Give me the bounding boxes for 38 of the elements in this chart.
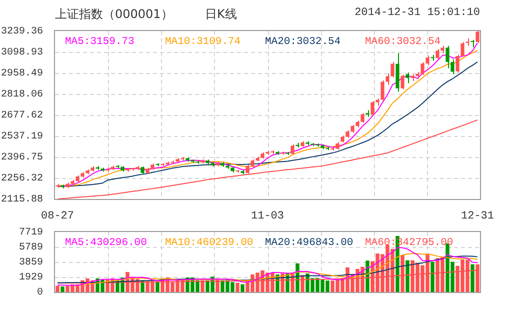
- text: MA5:3159.73: [65, 36, 134, 48]
- y-tick-label: 3098.93: [0, 48, 43, 59]
- y-tick-label: 0: [36, 288, 43, 299]
- y-tick-label: 2958.49: [0, 68, 43, 80]
- bar: [240, 284, 244, 292]
- bar: [156, 281, 160, 292]
- bar: [470, 264, 474, 292]
- y-tick-label: 3239.36: [0, 26, 43, 38]
- chart-subtitle: 日K线: [205, 6, 237, 23]
- candlestick: [210, 161, 214, 168]
- text: MA10:460239.00: [165, 236, 254, 249]
- chart-title: 上证指数（000001）: [55, 6, 173, 23]
- x-tick-label: 12-31: [460, 210, 494, 223]
- y-tick-label: 2677.62: [0, 110, 43, 122]
- text: MA20:496843.00: [265, 236, 354, 249]
- y-tick-label: 2396.75: [0, 152, 43, 164]
- candlestick: [240, 170, 244, 175]
- y-tick-label: 2115.88: [0, 194, 43, 206]
- y-tick-label: 1929: [18, 272, 43, 284]
- text: MA5:430296.00: [65, 236, 147, 249]
- bar: [406, 260, 410, 292]
- text: 2014-12-31 15:01:10: [354, 7, 480, 19]
- y-tick-label: 2818.06: [0, 90, 43, 101]
- text: MA10:3109.74: [165, 36, 241, 48]
- bar: [430, 262, 434, 292]
- y-tick-label: 7719: [18, 228, 43, 239]
- x-tick-label: 08-27: [40, 210, 74, 223]
- y-tick-label: 2537.19: [0, 132, 43, 143]
- candlestick: [216, 161, 220, 167]
- bar: [56, 286, 60, 292]
- bar: [60, 286, 64, 292]
- y-tick-label: 3859: [18, 258, 43, 269]
- y-tick-label: 2256.32: [0, 174, 43, 185]
- text: MA20:3032.54: [265, 36, 341, 48]
- x-tick-label: 11-03: [250, 210, 284, 223]
- y-tick-label: 5789: [18, 242, 43, 254]
- text: MA60:3032.54: [365, 36, 441, 48]
- candlestick: [100, 167, 104, 172]
